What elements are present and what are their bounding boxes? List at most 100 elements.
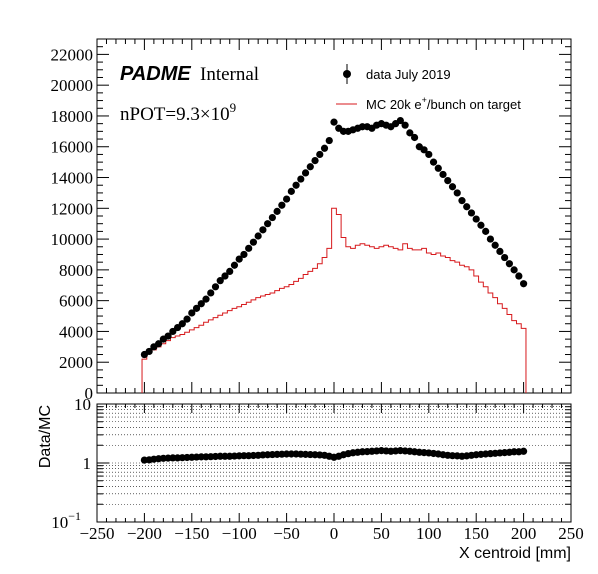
data-point xyxy=(221,272,229,280)
internal-label: Internal xyxy=(200,64,259,85)
x-tick-label: −250 xyxy=(79,524,114,543)
data-point xyxy=(467,209,476,217)
main-y-ticks: 0 2000 4000 6000 8000 10000 12000 14000 16000 180… xyxy=(51,38,571,403)
data-point xyxy=(472,215,480,223)
data-point xyxy=(192,304,201,312)
x-tick-label: 100 xyxy=(416,524,442,543)
data-point xyxy=(216,277,224,285)
ratio-series xyxy=(140,447,528,464)
legend-mc-label: MC 20k e+/bunch on target xyxy=(366,95,521,112)
data-point xyxy=(429,158,438,166)
data-point xyxy=(439,170,447,179)
main-y-tick-label: 18000 xyxy=(51,107,94,126)
ratio-x-ticks: −250 −200 −150 −100 −50 0 50 100 150 200 250 xyxy=(79,404,584,543)
data-point xyxy=(254,232,262,240)
data-point xyxy=(320,144,329,152)
data-point xyxy=(287,187,295,195)
data-point xyxy=(268,213,276,222)
data-point xyxy=(292,181,300,189)
main-plot-frame xyxy=(96,38,572,394)
data-point xyxy=(249,238,258,246)
data-point xyxy=(448,183,457,191)
data-point xyxy=(297,175,305,183)
main-y-tick-label: 6000 xyxy=(59,292,93,311)
data-point xyxy=(505,260,513,268)
data-point xyxy=(259,226,267,234)
main-y-tick-label: 14000 xyxy=(51,169,94,188)
data-point xyxy=(164,332,172,340)
legend-data-label: data July 2019 xyxy=(366,67,451,82)
data-point xyxy=(330,118,338,126)
main-y-tick-label: 22000 xyxy=(51,45,94,64)
data-point xyxy=(477,221,485,229)
data-point xyxy=(396,116,404,125)
data-point xyxy=(434,164,442,172)
main-y-tick-label: 12000 xyxy=(51,199,94,218)
ratio-y-tick-label: 1 xyxy=(83,454,92,473)
data-point xyxy=(401,121,409,129)
data-point xyxy=(501,253,509,262)
data-point xyxy=(178,320,186,328)
data-point xyxy=(278,201,286,209)
main-y-tick-label: 8000 xyxy=(59,261,93,280)
data-point xyxy=(316,150,324,159)
main-y-tick-label: 0 xyxy=(85,384,94,403)
ratio-y-tick-label: 10−1 xyxy=(51,509,81,532)
data-point xyxy=(183,315,191,323)
ratio-y-axis-title: Data/MC xyxy=(37,405,54,468)
x-tick-label: 50 xyxy=(373,524,390,543)
data-point xyxy=(145,347,153,356)
x-tick-label: 0 xyxy=(330,524,339,543)
data-point xyxy=(410,133,419,142)
data-point xyxy=(264,220,272,228)
main-x-ticks xyxy=(96,39,572,393)
x-tick-label: −50 xyxy=(273,524,300,543)
data-point xyxy=(482,227,490,235)
x-axis-title: X centroid [mm] xyxy=(459,545,571,562)
legend-data-marker xyxy=(343,64,351,84)
data-point xyxy=(283,195,291,203)
main-y-tick-label: 20000 xyxy=(51,76,94,95)
npot-annotation: nPOT=9.3×109 xyxy=(120,100,236,125)
mc-histogram-line xyxy=(141,207,527,393)
ratio-y-tick-label: 10 xyxy=(74,395,91,414)
data-point xyxy=(235,255,243,263)
data-point xyxy=(197,300,205,308)
data-point xyxy=(207,289,215,297)
data-point xyxy=(155,340,163,348)
data-point xyxy=(202,295,210,303)
data-point xyxy=(226,267,234,276)
mc-series xyxy=(141,207,527,393)
data-point xyxy=(520,280,528,288)
x-tick-label: 150 xyxy=(463,524,489,543)
x-tick-label: 200 xyxy=(511,524,537,543)
data-point xyxy=(406,129,414,137)
data-point xyxy=(463,203,471,211)
ratio-point xyxy=(520,447,528,455)
ratio-y-ticks: 10 1 10−1 xyxy=(51,395,571,532)
x-tick-label: −100 xyxy=(222,524,257,543)
x-tick-label: −150 xyxy=(174,524,209,543)
data-point xyxy=(453,189,461,197)
data-point xyxy=(458,197,466,205)
main-y-tick-label: 4000 xyxy=(59,322,93,341)
data-series xyxy=(140,116,528,359)
data-point xyxy=(301,169,310,177)
data-point xyxy=(496,247,504,255)
data-point xyxy=(444,177,452,185)
data-point xyxy=(211,283,220,291)
main-y-tick-label: 16000 xyxy=(51,138,94,157)
x-tick-label: −200 xyxy=(127,524,162,543)
data-point xyxy=(188,309,196,317)
data-point xyxy=(420,146,428,154)
x-tick-label: 250 xyxy=(558,524,584,543)
data-point xyxy=(273,207,281,215)
legend: data July 2019 MC 20k e+/bunch on target xyxy=(336,64,521,112)
data-point xyxy=(245,244,253,252)
data-point xyxy=(515,272,523,280)
data-point xyxy=(425,150,433,159)
data-point xyxy=(311,156,319,165)
data-point xyxy=(486,235,495,243)
data-point xyxy=(510,266,518,274)
